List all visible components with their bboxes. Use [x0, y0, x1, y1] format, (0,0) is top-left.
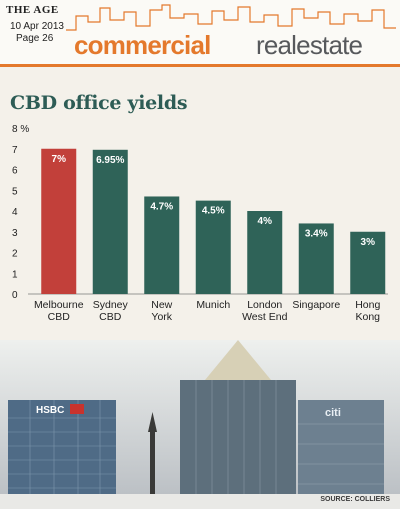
canary-wharf-tower	[180, 380, 296, 509]
x-tick-label: West End	[242, 311, 287, 323]
data-label: 4.7%	[150, 201, 173, 212]
y-tick-label: 3	[12, 228, 18, 239]
y-tick-label: 0	[12, 290, 18, 301]
source-credit: SOURCE: COLLIERS	[320, 496, 390, 503]
x-tick-label: CBD	[99, 311, 122, 323]
citi-sign: citi	[325, 407, 341, 419]
y-tick-label: 2	[12, 249, 18, 260]
x-tick-label: York	[151, 311, 172, 323]
pyramid-roof	[205, 340, 271, 380]
bar	[298, 223, 334, 294]
masthead: THE AGE 10 Apr 2013 Page 26 commercial r…	[0, 0, 400, 64]
spire	[148, 412, 157, 432]
bar	[350, 231, 386, 294]
y-tick-label: 8 %	[12, 124, 29, 135]
skyline-outline-icon	[66, 4, 396, 31]
data-label: 4%	[258, 216, 273, 227]
y-tick-label: 6	[12, 166, 18, 177]
data-label: 3.4%	[305, 228, 328, 239]
bar	[41, 148, 77, 294]
data-label: 7%	[52, 154, 67, 165]
chart-title: CBD office yields	[10, 92, 188, 114]
x-tick-label: Melbourne	[34, 299, 84, 311]
bar	[144, 196, 180, 294]
x-tick-label: Sydney	[93, 299, 129, 311]
hsbc-logo-icon	[70, 404, 84, 414]
y-tick-label: 4	[12, 207, 18, 218]
page-number: Page 26	[16, 33, 54, 44]
y-tick-label: 7	[12, 145, 18, 156]
x-tick-label: CBD	[48, 311, 71, 323]
data-label: 3%	[361, 237, 376, 248]
x-tick-label: Hong	[355, 299, 380, 311]
bar	[195, 200, 231, 294]
hsbc-sign: HSBC	[36, 405, 64, 416]
x-tick-label: New	[151, 299, 172, 311]
data-label: 4.5%	[202, 206, 225, 217]
newspaper-name: THE AGE	[6, 4, 59, 16]
y-tick-label: 5	[12, 186, 18, 197]
x-tick-label: London	[247, 299, 282, 311]
x-tick-label: Singapore	[292, 299, 340, 311]
y-tick-label: 1	[12, 269, 18, 280]
data-label: 6.95%	[96, 155, 124, 166]
x-tick-label: Munich	[196, 299, 230, 311]
city-skyline-photo: HSBC citi	[0, 340, 400, 509]
section-title-realestate: realestate	[256, 30, 363, 60]
bar	[247, 211, 283, 294]
publication-date: 10 Apr 2013	[10, 21, 64, 32]
bar	[92, 149, 128, 294]
citi-tower	[298, 400, 384, 509]
x-tick-label: Kong	[355, 311, 380, 323]
section-title-commercial: commercial	[74, 30, 211, 60]
masthead-divider	[0, 64, 400, 67]
